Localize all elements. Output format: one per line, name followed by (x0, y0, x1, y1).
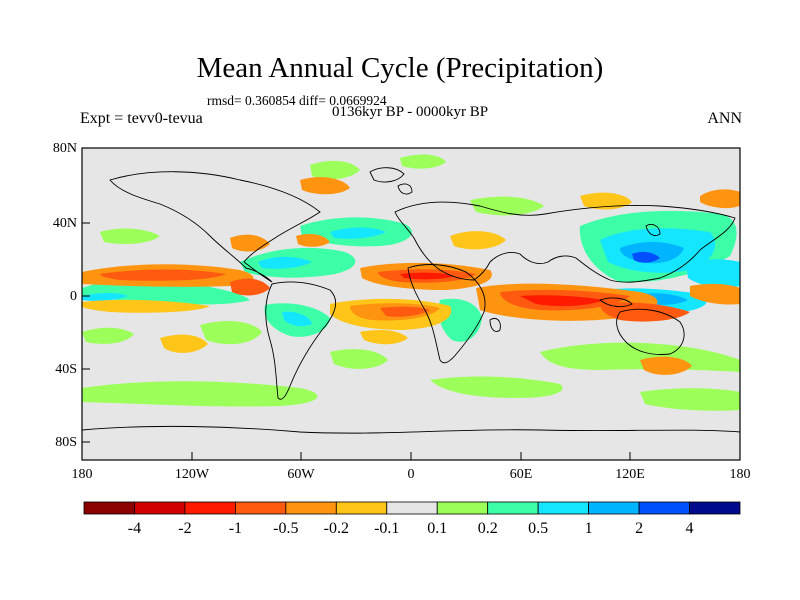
colorbar-swatch (588, 501, 640, 515)
lon-label-120e: 120E (615, 467, 645, 482)
chart-title: Mean Annual Cycle (Precipitation) (196, 52, 604, 84)
lon-label-180e: 180 (729, 467, 751, 482)
stats-label: rmsd= 0.360854 diff= 0.0669924 (207, 93, 387, 108)
colorbar-tick-label: 0.5 (528, 520, 549, 537)
lon-label-0: 0 (407, 467, 415, 482)
colorbar-swatch (638, 501, 690, 515)
colorbar-tick-label: -0.1 (374, 520, 400, 537)
lat-label-80n: 80N (52, 141, 77, 156)
colorbar-tick-label: 0.2 (477, 520, 498, 537)
colorbar-swatch (234, 501, 287, 515)
lat-label-0: 0 (70, 289, 77, 304)
lon-label-60w: 60W (287, 467, 315, 482)
colorbar-tick-label: 0.1 (427, 520, 448, 537)
colorbar-swatch (335, 501, 388, 515)
colorbar-tick-label: 1 (584, 520, 593, 537)
axis-ticks (81, 147, 741, 460)
lat-label-40s: 40S (55, 362, 77, 377)
colorbar-tick-label: 4 (685, 520, 694, 537)
lon-label-180w: 180 (71, 467, 93, 482)
colorbar-swatch (134, 501, 186, 515)
colorbar-swatch (487, 501, 539, 515)
colorbar-tick-label: -0.5 (273, 520, 299, 537)
lon-label-60e: 60E (509, 467, 533, 482)
colorbar-tick-label: 2 (635, 520, 644, 537)
lon-label-120w: 120W (174, 467, 210, 482)
colorbar-swatch (436, 501, 489, 515)
coastlines (82, 167, 740, 434)
colorbar-swatch (537, 501, 590, 515)
experiment-label: Expt = tevv0-tevua (80, 110, 203, 127)
colorbar-swatch (184, 501, 236, 515)
lat-label-80s: 80S (55, 435, 77, 450)
anomaly-fields (82, 154, 740, 411)
lat-label-40n: 40N (52, 216, 77, 231)
colorbar-swatch (285, 501, 337, 515)
colorbar-swatch (689, 501, 741, 515)
colorbar-tick-label: -2 (178, 520, 192, 537)
period-label: 0136kyr BP - 0000kyr BP (331, 104, 489, 120)
colorbar-swatch (83, 501, 135, 515)
colorbar-swatch (386, 501, 438, 515)
colorbar-tick-label: -0.2 (323, 520, 349, 537)
season-label: ANN (707, 110, 742, 127)
colorbar-tick-label: -1 (228, 520, 243, 537)
colorbar-tick-label: -4 (127, 520, 142, 537)
